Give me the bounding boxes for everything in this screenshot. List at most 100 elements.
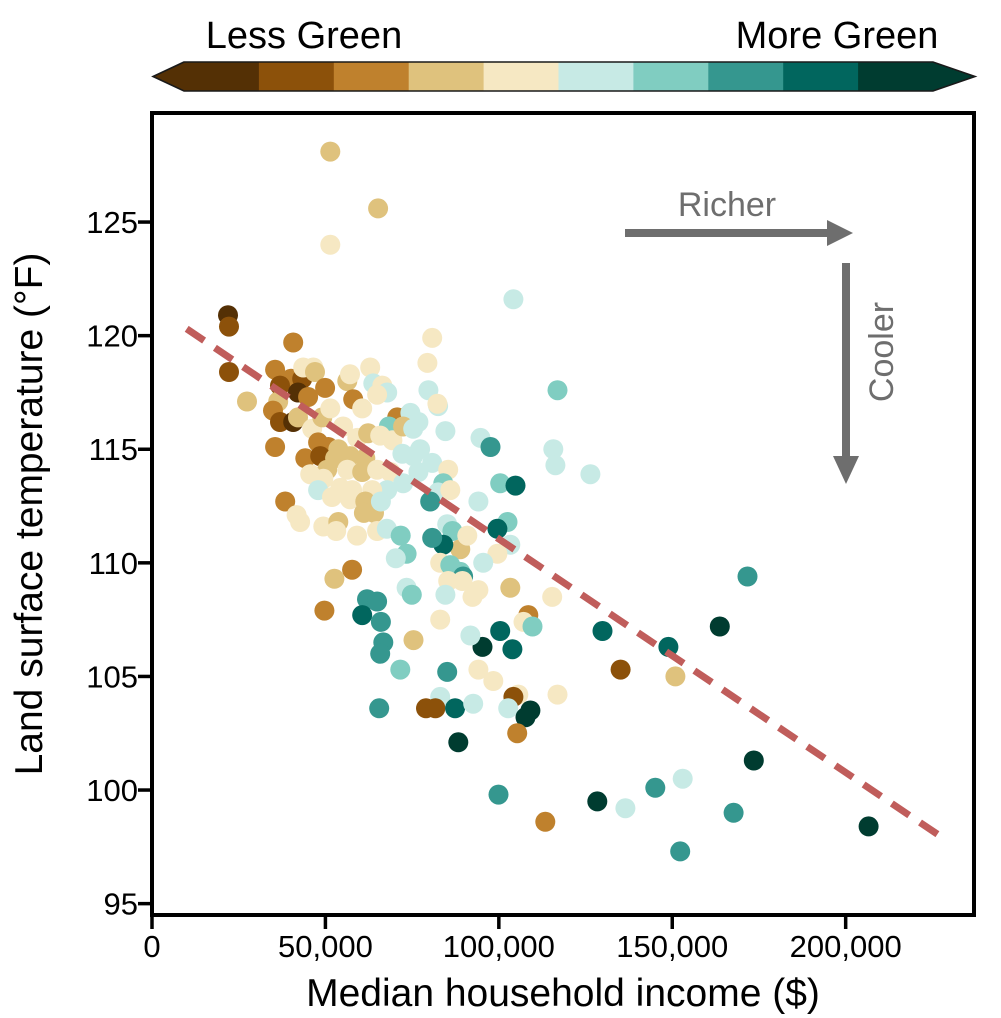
scatter-point (542, 586, 563, 607)
colorbar-label-more-green: More Green (736, 15, 939, 57)
scatter-point (515, 707, 536, 728)
scatter-point (483, 671, 504, 691)
scatter-point (367, 591, 388, 612)
y-tick-label: 110 (89, 546, 138, 581)
scatter-point (300, 464, 321, 485)
scatter-point (352, 462, 373, 482)
scatter-point (320, 234, 341, 255)
scatter-point (445, 698, 466, 719)
scatter-point (219, 362, 239, 382)
colorbar-label-less-green: Less Green (206, 15, 402, 57)
scatter-point (858, 816, 879, 837)
scatter-point (370, 611, 391, 632)
scatter-point (709, 616, 730, 637)
scatter-point (422, 327, 443, 348)
scatter-point (314, 600, 335, 621)
scatter-point (370, 491, 391, 512)
scatter-point (437, 661, 458, 682)
scatter-point (490, 621, 511, 641)
scatter-point (347, 525, 367, 546)
scatter-point (286, 505, 307, 526)
scatter-point (463, 693, 484, 714)
scatter-point (342, 559, 363, 580)
scatter-point (502, 639, 523, 660)
x-tick-label: 50,000 (278, 929, 373, 964)
scatter-point (460, 625, 481, 646)
scatter-point (487, 543, 508, 564)
scatter-point (547, 684, 568, 705)
trend-dashed-line (184, 325, 942, 839)
cooler-arrow-icon (833, 263, 859, 484)
axis-ticks: 0 50,000 100,000 150,000 200,000 95 100 105 110 1… (86, 205, 901, 964)
scatter-point (305, 362, 325, 382)
scatter-point (543, 439, 564, 460)
scatter-point (487, 518, 508, 539)
x-tick-label: 0 (143, 929, 160, 964)
scatter-point (352, 605, 373, 626)
scatter-point (645, 777, 666, 798)
plot-frame (150, 111, 976, 917)
scatter-point (547, 380, 568, 401)
scatter-point (507, 723, 528, 744)
scatter-point (440, 480, 461, 501)
y-tick-label: 100 (86, 773, 138, 808)
scatter-point (370, 643, 391, 664)
scatter-point (390, 659, 411, 680)
colorbar-segment (708, 62, 784, 91)
colorbar-segment (184, 62, 260, 91)
scatter-point (326, 521, 347, 541)
scatter-point (737, 566, 758, 587)
scatter-point (468, 659, 489, 680)
scatter-point (580, 464, 601, 485)
scatter-point (368, 198, 389, 219)
scatter-point (672, 768, 693, 789)
scatter-point (427, 393, 448, 414)
scatter-point (275, 491, 296, 512)
scatter-point (425, 698, 446, 719)
scatter-point (322, 487, 342, 507)
scatter-point (435, 421, 456, 442)
scatter-point (401, 584, 422, 605)
scatter-point (360, 357, 381, 378)
scatter-point (457, 525, 478, 546)
scatter-point (352, 398, 373, 419)
scatter-point (353, 502, 374, 523)
scatter-point (490, 473, 511, 494)
scatter-point (610, 659, 631, 680)
scatter-point (340, 364, 360, 385)
scatter-point (498, 698, 519, 719)
colorbar-segment (258, 62, 335, 91)
y-tick-label: 115 (89, 432, 138, 467)
scatter-point (468, 491, 489, 512)
scatter-point (500, 577, 521, 598)
scatter-point (665, 666, 686, 687)
colorbar-segment (483, 62, 560, 91)
colorbar-segment (558, 62, 634, 91)
scatter-point (452, 571, 473, 591)
y-tick-label: 125 (86, 205, 138, 240)
scatter-point (462, 586, 483, 607)
scatter-point (320, 398, 341, 419)
scatter-point (522, 616, 543, 637)
x-axis-title: Median household income ($) (306, 972, 820, 1015)
y-axis-title: Land surface temperature (°F) (8, 253, 51, 776)
scatter-points (218, 141, 879, 862)
scatter-point (480, 437, 501, 457)
scatter-point (324, 568, 345, 589)
scatter-point (288, 407, 308, 428)
scatter-point (403, 630, 424, 651)
annotation-richer: Richer (678, 186, 776, 224)
scatter-point (403, 418, 424, 439)
scatter-point (219, 316, 239, 337)
scatter-point (448, 732, 469, 753)
scatter-point (385, 548, 406, 569)
y-tick-label: 95 (104, 887, 138, 922)
scatter-point (723, 802, 744, 823)
scatter-point (283, 332, 304, 353)
trendline (184, 325, 942, 839)
scatter-point (390, 525, 411, 546)
x-tick-label: 100,000 (443, 929, 555, 964)
scatter-point (435, 584, 456, 605)
scatter-point (337, 459, 358, 480)
